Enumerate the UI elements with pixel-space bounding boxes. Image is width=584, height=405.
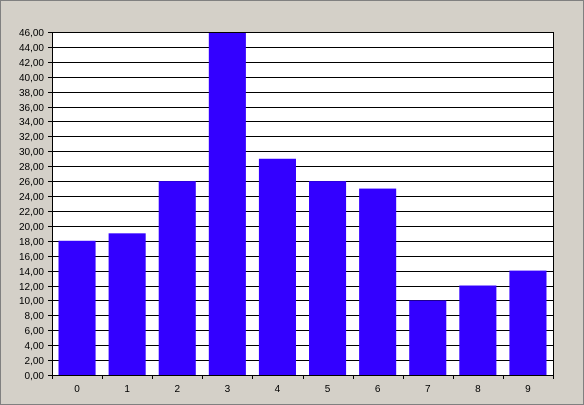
y-tick-label: 26,00 [19, 177, 44, 188]
bar [58, 240, 96, 375]
bar [509, 270, 547, 375]
y-tick-label: 2,00 [25, 356, 45, 367]
y-tick-label: 12,00 [19, 282, 44, 293]
x-tick-label: 2 [174, 384, 180, 395]
y-tick-label: 20,00 [19, 222, 44, 233]
y-tick-label: 44,00 [19, 43, 44, 54]
y-tick-label: 14,00 [19, 267, 44, 278]
x-tick-label: 3 [225, 384, 231, 395]
y-tick-label: 28,00 [19, 162, 44, 173]
bar [108, 233, 146, 375]
x-tick-label: 6 [375, 384, 381, 395]
y-tick-label: 10,00 [19, 296, 44, 307]
y-tick-label: 38,00 [19, 88, 44, 99]
y-tick-label: 42,00 [19, 58, 44, 69]
x-tick-label: 9 [525, 384, 531, 395]
x-tick-label: 4 [275, 384, 281, 395]
y-tick-label: 24,00 [19, 192, 44, 203]
y-tick-label: 6,00 [25, 326, 45, 337]
y-tick-label: 32,00 [19, 132, 44, 143]
y-tick-label: 18,00 [19, 237, 44, 248]
bar [158, 181, 196, 375]
y-tick-label: 4,00 [25, 341, 45, 352]
y-tick-label: 30,00 [19, 147, 44, 158]
bar [309, 181, 347, 375]
x-tick-label: 5 [325, 384, 331, 395]
bar [459, 285, 497, 375]
bar [208, 32, 246, 375]
bar [258, 158, 296, 375]
y-tick-label: 36,00 [19, 103, 44, 114]
x-tick-label: 8 [475, 384, 481, 395]
x-tick-label: 7 [425, 384, 431, 395]
y-tick-label: 16,00 [19, 252, 44, 263]
y-tick-label: 34,00 [19, 117, 44, 128]
x-tick-label: 0 [74, 384, 80, 395]
x-tick-label: 1 [124, 384, 130, 395]
y-tick-label: 40,00 [19, 73, 44, 84]
y-tick-label: 22,00 [19, 207, 44, 218]
bar [359, 188, 397, 375]
y-tick-label: 8,00 [25, 311, 45, 322]
bar [409, 300, 447, 375]
y-tick-label: 46,00 [19, 28, 44, 39]
y-tick-label: 0,00 [25, 371, 45, 382]
